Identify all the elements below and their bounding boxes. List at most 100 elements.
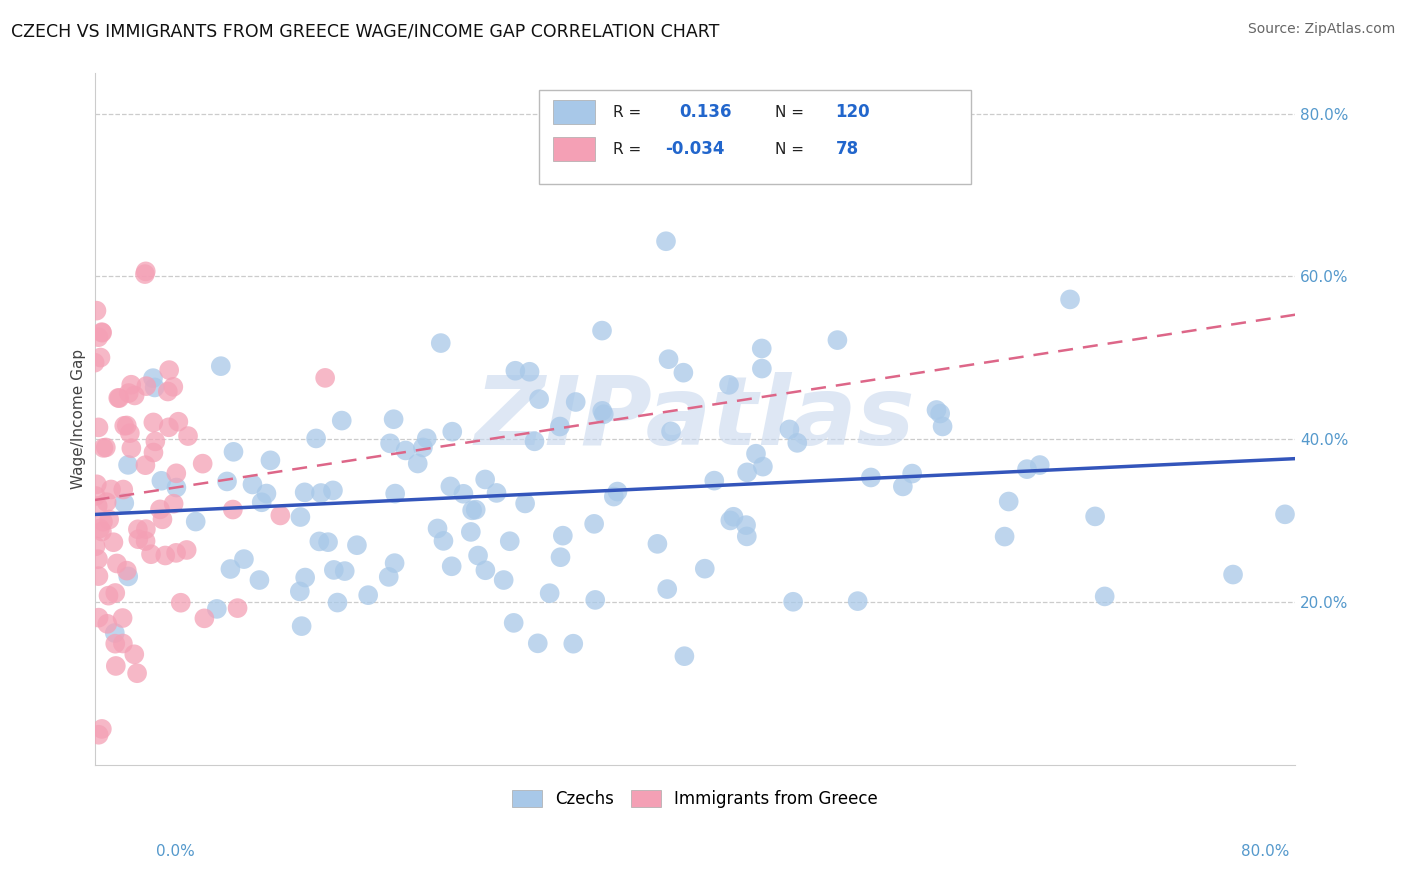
- Czechs: [658, 352, 681, 367]
- Czechs: [538, 586, 561, 600]
- Czechs: [591, 324, 613, 338]
- Immigrants from Greece: [143, 434, 166, 449]
- Immigrants from Greece: [90, 325, 112, 339]
- Immigrants from Greece: [111, 611, 134, 625]
- Immigrants from Greece: [162, 380, 184, 394]
- Immigrants from Greece: [104, 637, 127, 651]
- Immigrants from Greece: [120, 377, 142, 392]
- Czechs: [294, 570, 316, 584]
- Immigrants from Greece: [84, 489, 107, 503]
- Immigrants from Greece: [104, 586, 127, 600]
- Immigrants from Greece: [135, 534, 157, 549]
- Czechs: [142, 371, 165, 385]
- Czechs: [647, 537, 669, 551]
- Czechs: [440, 559, 463, 574]
- Immigrants from Greece: [97, 589, 120, 603]
- Immigrants from Greece: [115, 564, 138, 578]
- Czechs: [485, 486, 508, 500]
- Immigrants from Greece: [112, 483, 135, 497]
- FancyBboxPatch shape: [554, 137, 595, 161]
- Czechs: [891, 479, 914, 493]
- Immigrants from Greece: [86, 303, 108, 318]
- Czechs: [205, 602, 228, 616]
- Immigrants from Greece: [127, 532, 149, 546]
- Czechs: [513, 496, 536, 510]
- Czechs: [474, 563, 496, 577]
- Czechs: [429, 336, 451, 351]
- Immigrants from Greece: [167, 415, 190, 429]
- Czechs: [929, 407, 952, 421]
- Czechs: [583, 516, 606, 531]
- Immigrants from Greece: [162, 497, 184, 511]
- Czechs: [745, 447, 768, 461]
- Text: 0.0%: 0.0%: [156, 845, 195, 859]
- Czechs: [117, 569, 139, 583]
- Immigrants from Greece: [111, 636, 134, 650]
- Czechs: [412, 441, 434, 455]
- Czechs: [384, 556, 406, 570]
- Czechs: [467, 549, 489, 563]
- Immigrants from Greece: [226, 601, 249, 615]
- Czechs: [603, 490, 626, 504]
- Text: R =: R =: [613, 142, 641, 157]
- Immigrants from Greece: [135, 379, 157, 393]
- Czechs: [233, 552, 256, 566]
- Czechs: [1029, 458, 1052, 472]
- Czechs: [931, 419, 953, 434]
- Text: -0.034: -0.034: [665, 140, 724, 158]
- Czechs: [519, 365, 541, 379]
- Czechs: [290, 510, 312, 524]
- Immigrants from Greece: [118, 386, 141, 401]
- Immigrants from Greece: [165, 467, 187, 481]
- Czechs: [165, 481, 187, 495]
- Immigrants from Greece: [87, 569, 110, 583]
- Czechs: [551, 529, 574, 543]
- Czechs: [294, 485, 316, 500]
- Czechs: [786, 435, 808, 450]
- Czechs: [718, 377, 741, 392]
- Czechs: [184, 515, 207, 529]
- Czechs: [288, 584, 311, 599]
- Czechs: [426, 521, 449, 535]
- Czechs: [778, 422, 800, 436]
- Immigrants from Greece: [86, 477, 108, 491]
- Czechs: [735, 529, 758, 543]
- Czechs: [492, 573, 515, 587]
- Czechs: [256, 486, 278, 500]
- Czechs: [592, 407, 614, 421]
- Czechs: [308, 534, 330, 549]
- Czechs: [222, 445, 245, 459]
- Immigrants from Greece: [83, 356, 105, 370]
- Czechs: [564, 395, 586, 409]
- Czechs: [526, 636, 548, 650]
- Immigrants from Greece: [112, 418, 135, 433]
- Czechs: [326, 596, 349, 610]
- Immigrants from Greece: [142, 445, 165, 459]
- Czechs: [1059, 293, 1081, 307]
- Czechs: [505, 364, 527, 378]
- Czechs: [474, 473, 496, 487]
- Czechs: [846, 594, 869, 608]
- Czechs: [460, 524, 482, 539]
- Text: 80.0%: 80.0%: [1241, 845, 1289, 859]
- Czechs: [502, 615, 524, 630]
- Czechs: [453, 487, 475, 501]
- Czechs: [583, 593, 606, 607]
- Immigrants from Greece: [156, 384, 179, 399]
- Czechs: [322, 563, 344, 577]
- Czechs: [209, 359, 232, 373]
- Czechs: [439, 479, 461, 493]
- Y-axis label: Wage/Income Gap: Wage/Income Gap: [72, 349, 86, 489]
- Czechs: [827, 333, 849, 347]
- Czechs: [259, 453, 281, 467]
- Immigrants from Greece: [124, 388, 146, 402]
- Czechs: [1222, 567, 1244, 582]
- Czechs: [591, 404, 613, 418]
- Text: R =: R =: [613, 105, 641, 120]
- Czechs: [718, 513, 741, 527]
- Immigrants from Greece: [89, 351, 111, 365]
- Immigrants from Greece: [127, 666, 149, 681]
- Immigrants from Greece: [103, 535, 125, 549]
- Czechs: [523, 434, 546, 449]
- Immigrants from Greece: [87, 420, 110, 434]
